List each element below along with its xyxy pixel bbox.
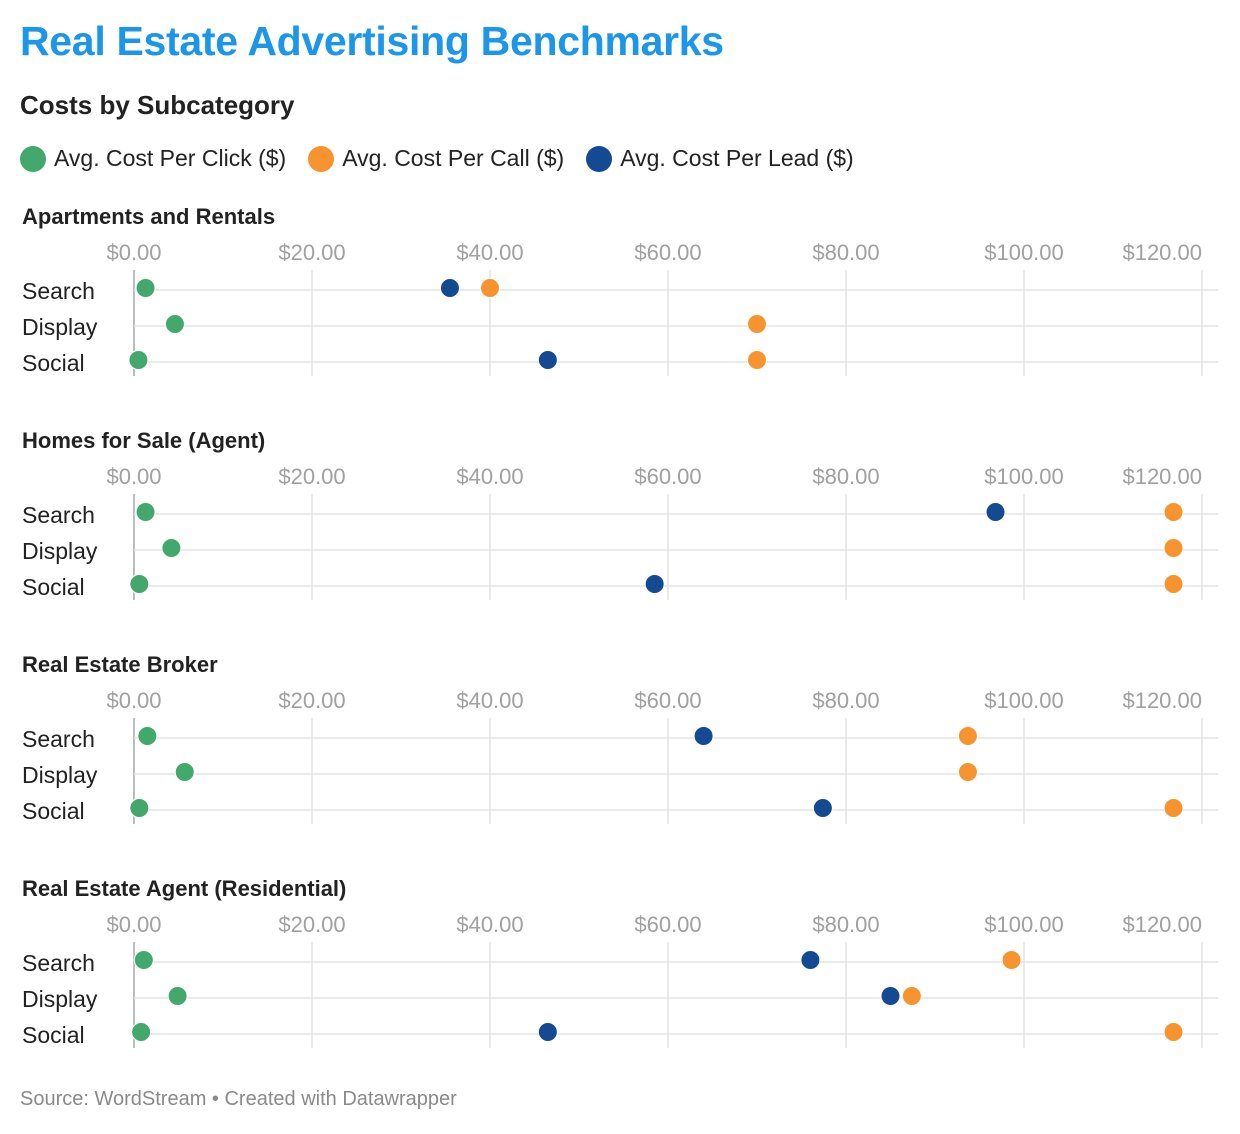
row-label: Search bbox=[22, 726, 95, 752]
click-dot bbox=[161, 538, 182, 558]
lead-dot bbox=[880, 986, 901, 1006]
legend-item-call: Avg. Cost Per Call ($) bbox=[308, 145, 564, 172]
x-tick-label: $60.00 bbox=[634, 240, 701, 265]
call-dot bbox=[957, 726, 978, 746]
legend-item-lead: Avg. Cost Per Lead ($) bbox=[586, 145, 854, 172]
call-dot bbox=[1163, 538, 1184, 558]
call-dot bbox=[1163, 502, 1184, 522]
legend-label-call: Avg. Cost Per Call ($) bbox=[342, 145, 565, 171]
panel-title: Homes for Sale (Agent) bbox=[22, 428, 265, 453]
legend-label-lead: Avg. Cost Per Lead ($) bbox=[620, 145, 854, 171]
legend-dot-lead bbox=[586, 145, 613, 172]
legend: Avg. Cost Per Click ($) Avg. Cost Per Ca… bbox=[20, 145, 876, 172]
x-tick-label: $40.00 bbox=[456, 688, 523, 713]
panel-title: Real Estate Broker bbox=[22, 652, 218, 677]
click-dot bbox=[174, 762, 195, 782]
click-dot bbox=[135, 278, 156, 298]
x-tick-label: $120.00 bbox=[1122, 240, 1202, 265]
call-dot bbox=[480, 278, 500, 298]
call-dot bbox=[747, 314, 767, 334]
row-label: Display bbox=[22, 314, 98, 340]
click-dot bbox=[137, 726, 158, 746]
call-dot bbox=[1163, 574, 1184, 594]
row-label: Search bbox=[22, 278, 95, 304]
x-tick-label: $0.00 bbox=[106, 912, 161, 937]
x-tick-label: $120.00 bbox=[1122, 464, 1202, 489]
call-dot bbox=[957, 762, 978, 782]
lead-dot bbox=[537, 1022, 558, 1042]
click-dot bbox=[128, 350, 149, 370]
panel-title: Apartments and Rentals bbox=[22, 204, 275, 229]
legend-item-click: Avg. Cost Per Click ($) bbox=[20, 145, 286, 172]
row-label: Search bbox=[22, 950, 95, 976]
x-tick-label: $20.00 bbox=[278, 464, 345, 489]
lead-dot bbox=[800, 950, 821, 970]
x-tick-label: $60.00 bbox=[634, 464, 701, 489]
x-tick-label: $0.00 bbox=[106, 240, 161, 265]
x-tick-label: $120.00 bbox=[1122, 688, 1202, 713]
x-tick-label: $80.00 bbox=[812, 912, 879, 937]
row-label: Social bbox=[22, 1022, 85, 1048]
click-dot bbox=[131, 1022, 152, 1042]
lead-dot bbox=[537, 350, 558, 370]
lead-dot bbox=[985, 502, 1006, 522]
x-tick-label: $40.00 bbox=[456, 464, 523, 489]
click-dot bbox=[167, 986, 188, 1006]
lead-dot bbox=[693, 726, 714, 746]
x-tick-label: $40.00 bbox=[456, 912, 523, 937]
x-tick-label: $60.00 bbox=[634, 912, 701, 937]
x-tick-label: $100.00 bbox=[984, 464, 1064, 489]
lead-dot bbox=[644, 574, 665, 594]
call-dot bbox=[1163, 1022, 1184, 1042]
lead-dot bbox=[439, 278, 460, 298]
legend-dot-click bbox=[20, 145, 46, 172]
row-label: Search bbox=[22, 502, 95, 528]
chart-subtitle: Costs by Subcategory bbox=[20, 90, 295, 120]
call-dot bbox=[1001, 950, 1022, 970]
page-title: Real Estate Advertising Benchmarks bbox=[20, 18, 724, 64]
x-tick-label: $0.00 bbox=[106, 688, 161, 713]
call-dot bbox=[1163, 798, 1184, 818]
x-tick-label: $100.00 bbox=[984, 688, 1064, 713]
source-credit: Source: WordStream • Created with Datawr… bbox=[20, 1088, 457, 1110]
legend-dot-call bbox=[308, 145, 335, 172]
call-dot bbox=[901, 986, 922, 1006]
click-dot bbox=[164, 314, 185, 334]
x-tick-label: $100.00 bbox=[984, 912, 1064, 937]
x-tick-label: $20.00 bbox=[278, 912, 345, 937]
x-tick-label: $60.00 bbox=[634, 688, 701, 713]
x-tick-label: $80.00 bbox=[812, 688, 879, 713]
x-tick-label: $0.00 bbox=[106, 464, 161, 489]
row-label: Display bbox=[22, 986, 98, 1012]
row-label: Social bbox=[22, 350, 85, 376]
x-tick-label: $100.00 bbox=[984, 240, 1064, 265]
row-label: Social bbox=[22, 798, 85, 824]
x-tick-label: $40.00 bbox=[456, 240, 523, 265]
x-tick-label: $80.00 bbox=[812, 464, 879, 489]
click-dot bbox=[129, 574, 150, 594]
legend-label-click: Avg. Cost Per Click ($) bbox=[54, 145, 287, 171]
call-dot bbox=[747, 350, 767, 370]
lead-dot bbox=[812, 798, 833, 818]
click-dot bbox=[133, 950, 154, 970]
row-label: Display bbox=[22, 538, 98, 564]
row-label: Social bbox=[22, 574, 85, 600]
x-tick-label: $80.00 bbox=[812, 240, 879, 265]
click-dot bbox=[129, 798, 150, 818]
click-dot bbox=[135, 502, 156, 522]
row-label: Display bbox=[22, 762, 98, 788]
x-tick-label: $20.00 bbox=[278, 240, 345, 265]
x-tick-label: $120.00 bbox=[1122, 912, 1202, 937]
panel-title: Real Estate Agent (Residential) bbox=[22, 876, 346, 901]
x-tick-label: $20.00 bbox=[278, 688, 345, 713]
